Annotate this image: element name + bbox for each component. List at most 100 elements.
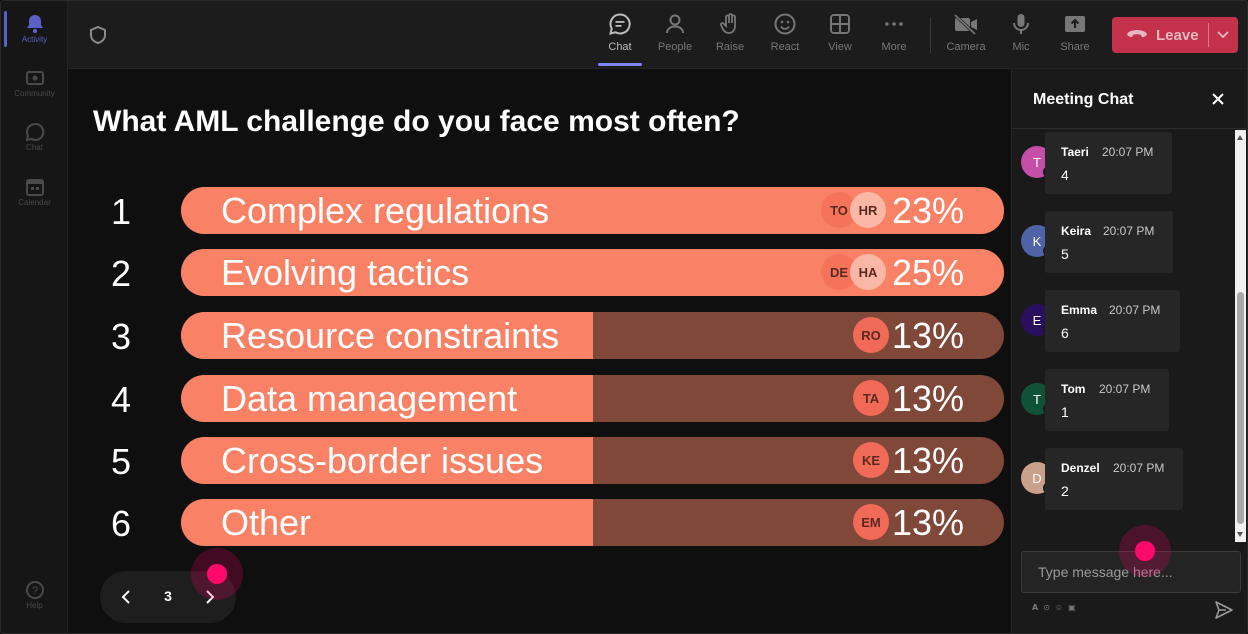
meeting-chat-panel: Meeting Chat T Taeri 20:07 PM 4 K Keira 20:07 … bbox=[1011, 69, 1247, 633]
rail-item-chat[interactable]: Chat bbox=[1, 121, 68, 152]
chat-icon bbox=[24, 121, 46, 143]
poll-option-row[interactable]: 5 Cross-border issues KE 13% bbox=[68, 437, 1011, 485]
poll-option-number: 1 bbox=[110, 191, 132, 232]
calendar-icon bbox=[24, 176, 46, 198]
chevron-right-icon[interactable] bbox=[200, 587, 220, 607]
avatar-initial: T bbox=[1033, 154, 1041, 170]
poll-result-bar: Evolving tactics DE HA 25% bbox=[181, 249, 1004, 296]
chat-message-time: 20:07 PM bbox=[1102, 145, 1154, 159]
svg-text:?: ? bbox=[31, 585, 37, 597]
toolbar-camera-label: Camera bbox=[946, 41, 986, 53]
community-icon bbox=[24, 67, 46, 89]
scroll-up-arrow-icon[interactable] bbox=[1237, 135, 1243, 140]
gif-icon[interactable]: ▣ bbox=[1068, 603, 1076, 612]
pointer-highlight bbox=[1119, 525, 1171, 577]
toolbar-raise-button[interactable]: Raise bbox=[705, 11, 755, 63]
chat-message-input[interactable] bbox=[1022, 552, 1240, 592]
poll-result-bar: Cross-border issues KE 13% bbox=[181, 437, 1004, 484]
toolbar-share-label: Share bbox=[1060, 41, 1090, 53]
voter-avatar-chip: RO bbox=[853, 317, 889, 353]
poll-option-label: Other bbox=[221, 502, 312, 543]
meeting-toolbar: Chat People Raise React View bbox=[68, 1, 1247, 69]
poll-result-fill bbox=[181, 499, 593, 546]
voter-avatar-chip: DE bbox=[821, 254, 857, 290]
chat-icon bbox=[607, 11, 633, 37]
more-icon bbox=[881, 11, 907, 37]
poll-option-label: Resource constraints bbox=[221, 315, 560, 356]
chat-compose-box[interactable] bbox=[1021, 551, 1241, 593]
chat-message-text: 4 bbox=[1061, 167, 1069, 183]
rail-item-activity[interactable]: Activity bbox=[1, 13, 68, 44]
poll-option-number: 3 bbox=[110, 316, 132, 357]
rail-item-community[interactable]: Community bbox=[1, 67, 68, 98]
rail-item-calendar[interactable]: Calendar bbox=[1, 176, 68, 207]
chat-message-text: 6 bbox=[1061, 325, 1069, 341]
poll-option-row[interactable]: 2 Evolving tactics DE HA 25% bbox=[68, 249, 1011, 297]
poll-option-percent: 25% bbox=[891, 252, 964, 293]
emoji-icon[interactable]: ☺ bbox=[1054, 603, 1064, 612]
poll-result-fill bbox=[181, 312, 593, 359]
poll-result-bar: Complex regulations TO HR 23% bbox=[181, 187, 1004, 234]
toolbar-view-button[interactable]: View bbox=[815, 11, 865, 63]
chevron-down-icon[interactable] bbox=[1216, 27, 1230, 45]
chat-message[interactable]: Tom 20:07 PM 1 bbox=[1045, 369, 1169, 431]
toolbar-raise-label: Raise bbox=[715, 41, 745, 53]
toolbar-react-label: React bbox=[770, 41, 800, 53]
avatar-initial: T bbox=[1033, 391, 1041, 407]
left-rail: Activity Community Chat Calendar ? Help bbox=[1, 1, 68, 633]
chat-message[interactable]: Taeri 20:07 PM 4 bbox=[1045, 132, 1172, 194]
toolbar-more-button[interactable]: More bbox=[869, 11, 919, 63]
toolbar-react-button[interactable]: React bbox=[760, 11, 810, 63]
chevron-left-icon[interactable] bbox=[116, 587, 136, 607]
chat-message-time: 20:07 PM bbox=[1109, 303, 1161, 317]
attach-icon[interactable]: ⊙ bbox=[1043, 603, 1050, 612]
poll-option-row[interactable]: 3 Resource constraints RO 13% bbox=[68, 312, 1011, 360]
page-number: 3 bbox=[164, 588, 172, 604]
voter-avatar-chip: KE bbox=[853, 442, 889, 478]
close-icon[interactable] bbox=[1210, 91, 1226, 107]
poll-option-percent: 13% bbox=[891, 440, 964, 481]
toolbar-view-label: View bbox=[828, 41, 852, 53]
compose-format-icons: 𝗔 ⊙ ☺ ▣ bbox=[1032, 603, 1076, 612]
poll-option-label: Cross-border issues bbox=[221, 440, 544, 481]
voter-avatar-chip: TA bbox=[853, 380, 889, 416]
hang-up-icon bbox=[1126, 27, 1148, 44]
chat-message[interactable]: Denzel 20:07 PM 2 bbox=[1045, 448, 1183, 510]
rail-item-help[interactable]: ? Help bbox=[1, 579, 68, 610]
toolbar-camera-button[interactable]: Camera bbox=[941, 11, 991, 63]
rail-item-label: Calendar bbox=[18, 198, 51, 207]
poll-option-row[interactable]: 6 Other EM 13% bbox=[68, 499, 1011, 547]
chat-message-text: 5 bbox=[1061, 246, 1069, 262]
toolbar-people-label: People bbox=[657, 41, 693, 53]
toolbar-chat-button[interactable]: Chat bbox=[595, 11, 645, 63]
chat-message-author: Taeri bbox=[1061, 145, 1089, 159]
rail-item-label: Help bbox=[26, 601, 43, 610]
chat-scrollbar[interactable] bbox=[1235, 130, 1246, 542]
chat-message-text: 1 bbox=[1061, 404, 1069, 420]
poll-option-row[interactable]: 1 Complex regulations TO HR 23% bbox=[68, 187, 1011, 235]
leave-button[interactable]: Leave bbox=[1112, 17, 1238, 53]
poll-option-percent: 13% bbox=[891, 378, 964, 419]
scrollbar-thumb[interactable] bbox=[1237, 292, 1244, 524]
shield-icon[interactable] bbox=[88, 25, 108, 45]
send-icon[interactable] bbox=[1214, 600, 1234, 620]
leave-button-label: Leave bbox=[1156, 26, 1199, 44]
poll-option-number: 6 bbox=[110, 503, 132, 544]
poll-result-bar: Other EM 13% bbox=[181, 499, 1004, 546]
poll-option-row[interactable]: 4 Data management TA 13% bbox=[68, 375, 1011, 423]
rail-item-label: Community bbox=[14, 89, 55, 98]
chat-message[interactable]: Emma 20:07 PM 6 bbox=[1045, 290, 1180, 352]
chat-message[interactable]: Keira 20:07 PM 5 bbox=[1045, 211, 1173, 273]
format-icon[interactable]: 𝗔 bbox=[1032, 603, 1039, 612]
toolbar-mic-button[interactable]: Mic bbox=[996, 11, 1046, 63]
chat-message-time: 20:07 PM bbox=[1113, 461, 1165, 475]
poll-option-label: Complex regulations bbox=[221, 190, 550, 231]
raise-hand-icon bbox=[717, 11, 743, 37]
scroll-down-arrow-icon[interactable] bbox=[1237, 532, 1243, 537]
poll-option-number: 5 bbox=[110, 441, 132, 482]
toolbar-people-button[interactable]: People bbox=[650, 11, 700, 63]
toolbar-share-button[interactable]: Share bbox=[1050, 11, 1100, 63]
poll-option-label: Data management bbox=[221, 378, 518, 419]
toolbar-chat-label: Chat bbox=[608, 41, 632, 53]
